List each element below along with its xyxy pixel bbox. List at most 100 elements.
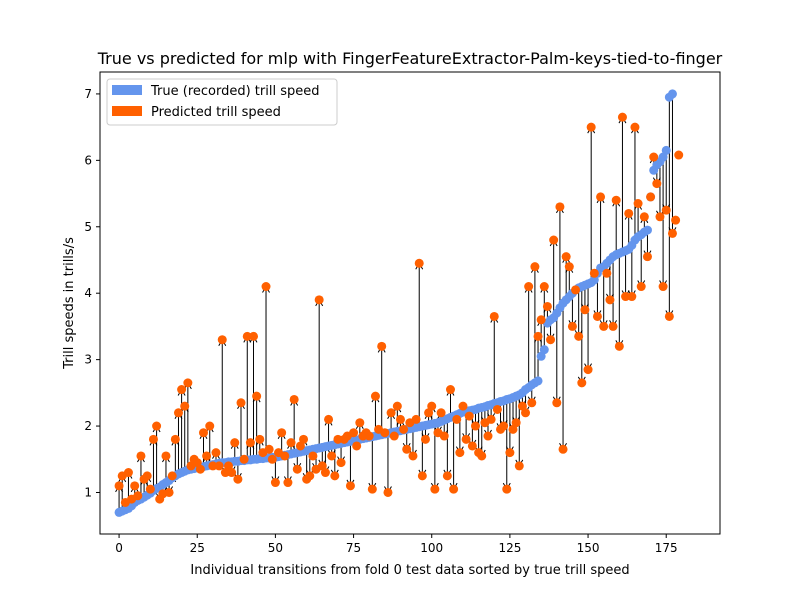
predicted-point <box>327 451 337 461</box>
legend-label-predicted: Predicted trill speed <box>151 105 281 120</box>
arrow <box>377 345 386 435</box>
predicted-point <box>627 292 637 302</box>
predicted-point <box>320 468 330 478</box>
predicted-point <box>198 428 208 438</box>
predicted-point <box>345 481 355 491</box>
predicted-point <box>402 444 412 454</box>
predicted-point <box>449 484 459 494</box>
predicted-point <box>417 471 427 481</box>
predicted-point <box>639 212 649 222</box>
predicted-point <box>299 434 309 444</box>
predicted-point <box>283 478 293 488</box>
predicted-point <box>130 481 140 491</box>
predicted-point <box>411 414 421 424</box>
arrow <box>530 265 539 383</box>
predicted-point <box>308 451 318 461</box>
arrow <box>609 256 618 328</box>
true-point <box>642 225 652 235</box>
arrow <box>587 126 596 283</box>
predicted-point <box>239 454 249 464</box>
arrow <box>615 253 624 348</box>
predicted-point <box>136 451 146 461</box>
predicted-point <box>489 311 499 321</box>
predicted-point <box>177 385 187 395</box>
predicted-point <box>483 431 493 441</box>
true-point <box>661 145 671 155</box>
predicted-point <box>524 282 534 292</box>
arrow <box>584 283 592 371</box>
predicted-point <box>502 484 512 494</box>
arrow <box>524 285 533 388</box>
x-tick-label: 25 <box>190 541 205 555</box>
predicted-point <box>583 365 593 375</box>
predicted-point <box>633 199 643 209</box>
predicted-point <box>477 451 487 461</box>
predicted-point <box>142 471 152 481</box>
true-point <box>539 345 549 355</box>
predicted-point <box>261 282 271 292</box>
predicted-point <box>636 282 646 292</box>
predicted-point <box>567 321 577 331</box>
predicted-point <box>599 321 609 331</box>
x-tick-label: 50 <box>268 541 283 555</box>
predicted-point <box>399 424 409 434</box>
predicted-point <box>355 418 365 428</box>
arrow <box>596 195 605 268</box>
predicted-point <box>364 431 374 441</box>
x-tick-label: 100 <box>420 541 443 555</box>
predicted-point <box>661 205 671 215</box>
predicted-point <box>152 421 162 431</box>
y-axis-label: Trill speeds in trills/s <box>62 237 77 370</box>
predicted-point <box>249 331 259 341</box>
y-axis: 1 2 3 4 5 6 7 <box>84 87 100 499</box>
predicted-point <box>505 448 515 458</box>
predicted-point <box>630 122 640 132</box>
predicted-point <box>439 431 449 441</box>
predicted-point <box>336 458 346 468</box>
predicted-point <box>377 341 387 351</box>
predicted-point <box>558 444 568 454</box>
predicted-point <box>183 378 193 388</box>
predicted-point <box>671 215 681 225</box>
true-point <box>667 89 677 99</box>
chart-title: True vs predicted for mlp with FingerFea… <box>97 49 723 68</box>
arrow <box>559 303 567 451</box>
predicted-point <box>514 461 524 471</box>
predicted-point <box>436 408 446 418</box>
predicted-point <box>536 315 546 325</box>
predicted-point <box>652 179 662 189</box>
predicted-point <box>205 421 215 431</box>
predicted-point <box>580 305 590 315</box>
predicted-point <box>245 438 255 448</box>
predicted-point <box>264 444 274 454</box>
y-tick-label: 2 <box>84 419 92 433</box>
predicted-point <box>561 252 571 262</box>
predicted-point <box>655 212 665 222</box>
predicted-point <box>414 258 424 268</box>
predicted-point <box>542 301 552 311</box>
predicted-point <box>530 262 540 272</box>
predicted-point <box>527 398 537 408</box>
predicted-point <box>533 331 543 341</box>
predicted-point <box>464 411 474 421</box>
y-tick-label: 4 <box>84 286 92 300</box>
predicted-point <box>330 471 340 481</box>
arrow <box>612 199 621 255</box>
predicted-point <box>621 292 631 302</box>
arrow <box>490 315 499 404</box>
predicted-point <box>642 252 652 262</box>
predicted-point <box>386 408 396 418</box>
predicted-point <box>289 394 299 404</box>
predicted-point <box>511 418 521 428</box>
predicted-point <box>352 441 362 451</box>
predicted-point <box>608 321 618 331</box>
predicted-point <box>167 471 177 481</box>
predicted-point <box>546 335 556 345</box>
predicted-point <box>539 282 549 292</box>
predicted-point <box>427 401 437 411</box>
predicted-point <box>380 428 390 438</box>
predicted-point <box>242 331 252 341</box>
predicted-points-layer <box>114 112 684 507</box>
arrow <box>552 313 561 404</box>
predicted-point <box>442 471 452 481</box>
